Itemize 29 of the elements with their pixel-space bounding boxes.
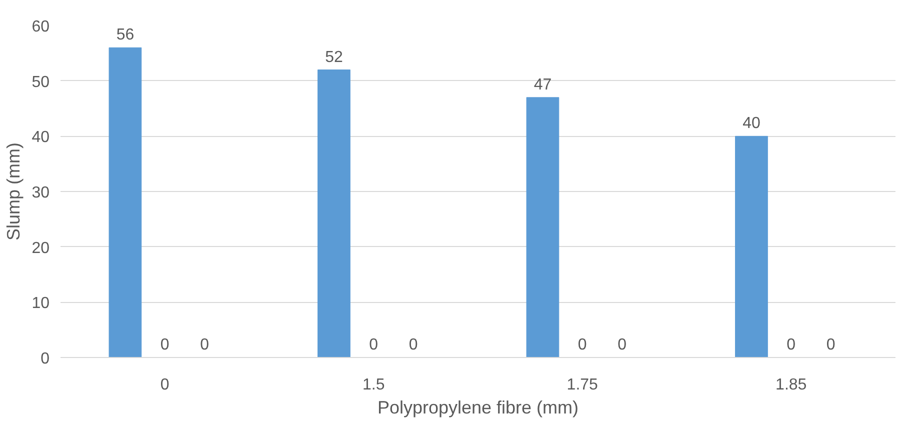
bar [526,97,560,358]
data-label: 47 [534,76,552,94]
data-label: 0 [618,336,627,354]
data-label: 0 [160,336,170,354]
bar [318,70,350,358]
x-tick-label: 0 [160,376,170,394]
y-tick-label: 60 [32,18,50,36]
y-tick-label: 50 [32,74,50,91]
data-label: 0 [578,336,587,354]
y-tick-label: 40 [32,129,50,146]
y-tick-label: 0 [40,350,50,368]
data-label: 0 [369,336,378,354]
data-label: 52 [325,48,343,66]
y-tick-label: 10 [32,295,50,312]
y-tick-label: 20 [32,240,50,257]
bar [735,136,768,358]
y-axis-title: Slump (mm) [4,142,24,240]
x-axis-title: Polypropylene fibre (mm) [377,398,579,418]
data-label: 0 [786,336,796,354]
data-label: 56 [116,26,134,44]
bar [108,47,142,358]
data-label: 0 [408,336,418,354]
data-label: 0 [826,336,836,354]
x-tick-label: 1.5 [362,376,385,394]
x-tick-label: 1.85 [776,376,807,394]
data-label: 0 [200,336,210,354]
y-tick-label: 30 [32,184,50,202]
data-label: 40 [742,115,760,132]
x-tick-label: 1.75 [566,376,598,394]
